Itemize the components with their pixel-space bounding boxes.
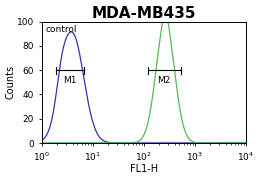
Y-axis label: Counts: Counts — [5, 65, 16, 99]
X-axis label: FL1-H: FL1-H — [130, 165, 158, 174]
Text: M2: M2 — [158, 76, 171, 85]
Text: M1: M1 — [63, 76, 77, 85]
Text: control: control — [46, 25, 77, 34]
Title: MDA-MB435: MDA-MB435 — [92, 6, 196, 21]
